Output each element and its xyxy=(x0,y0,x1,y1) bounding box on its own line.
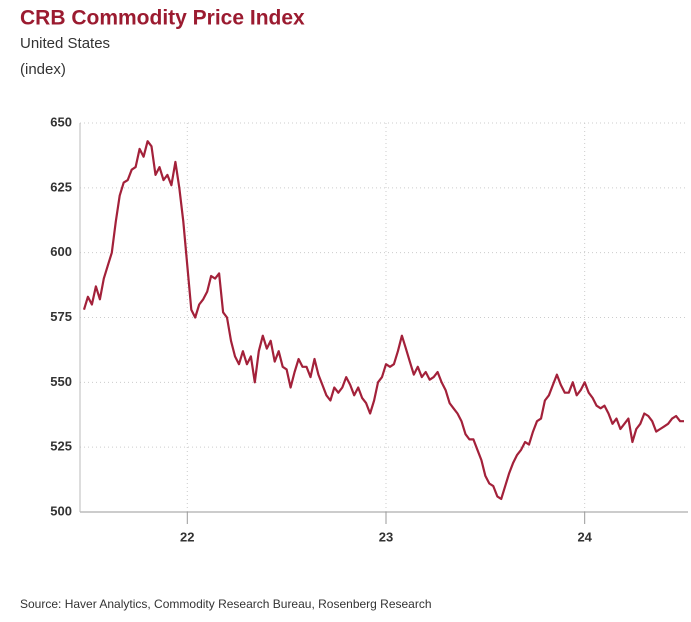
source: Source: Haver Analytics, Commodity Resea… xyxy=(20,597,432,611)
y-tick-label: 625 xyxy=(50,179,72,194)
subtitle: United States xyxy=(20,35,110,52)
price-line xyxy=(82,140,684,501)
y-tick-label: 650 xyxy=(50,114,72,129)
x-tick-label: 22 xyxy=(180,529,194,544)
y-tick-label: 575 xyxy=(50,309,72,324)
chart-title: CRB Commodity Price Index xyxy=(20,7,305,30)
x-tick-label: 23 xyxy=(379,529,393,544)
y-label: (index) xyxy=(20,61,66,78)
y-tick-label: 550 xyxy=(50,374,72,389)
y-tick-label: 600 xyxy=(50,244,72,259)
y-tick-label: 500 xyxy=(50,503,72,518)
x-tick-label: 24 xyxy=(577,529,592,544)
y-tick-label: 525 xyxy=(50,439,72,454)
